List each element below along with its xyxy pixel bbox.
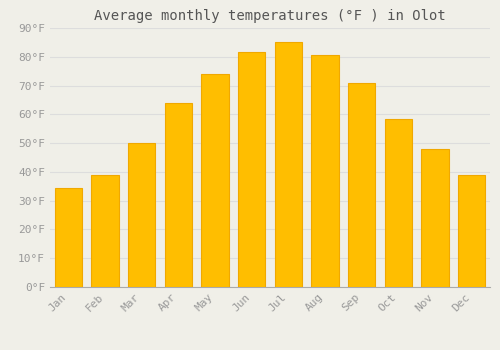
Bar	[421, 149, 448, 287]
Bar	[274, 42, 302, 287]
Bar	[128, 143, 156, 287]
Bar	[311, 55, 339, 287]
Bar	[238, 52, 266, 287]
Bar	[164, 103, 192, 287]
Bar	[348, 83, 376, 287]
Bar	[54, 188, 82, 287]
Bar	[91, 175, 119, 287]
Title: Average monthly temperatures (°F ) in Olot: Average monthly temperatures (°F ) in Ol…	[94, 9, 446, 23]
Bar	[458, 175, 485, 287]
Bar	[201, 74, 229, 287]
Bar	[384, 119, 412, 287]
